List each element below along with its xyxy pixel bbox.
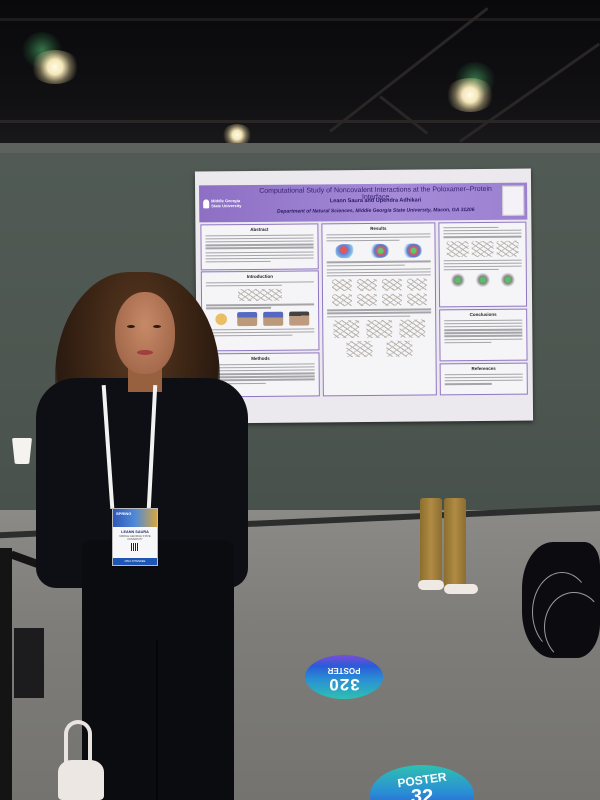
backpack-zipper — [532, 572, 592, 652]
dft-section — [438, 221, 528, 308]
presenter-face — [115, 292, 175, 374]
logo-mark-icon — [203, 198, 210, 208]
poster-department: Department of Natural Sciences, Middle G… — [277, 207, 475, 215]
marker-number: 320 — [328, 675, 360, 694]
section-heading: Conclusions — [469, 311, 497, 318]
references-section: References — [439, 362, 528, 396]
badge-event: SPRING — [116, 511, 132, 516]
university-logo: Middle Georgia State University — [203, 194, 251, 212]
eye — [153, 325, 161, 328]
handbag-handle — [64, 720, 92, 770]
section-heading: References — [471, 365, 496, 372]
conclusions-section: Conclusions — [439, 308, 528, 362]
electrostatic-map-ppo — [368, 244, 389, 259]
badge-affiliation: MIDDLE GEORGIA STATE UNIVERSITY — [119, 535, 151, 541]
ceiling-truss — [379, 95, 429, 135]
header-molecule-thumbnail — [502, 185, 525, 216]
backpack — [522, 542, 600, 662]
membrane-figure — [263, 311, 284, 326]
leg — [420, 498, 442, 584]
folding-chair — [0, 548, 55, 800]
abstract-section: Abstract — [200, 223, 319, 271]
electrostatic-map-peg4 — [335, 244, 356, 259]
handbag-body — [58, 760, 104, 800]
white-handbag — [58, 720, 106, 800]
introduction-section: Introduction — [200, 270, 320, 352]
research-poster: Middle Georgia State University Computat… — [194, 168, 534, 424]
polymer-structure-figure — [237, 289, 283, 302]
eye — [127, 325, 135, 328]
micelle-figure — [211, 311, 232, 327]
lips — [137, 350, 153, 355]
floor-marker-poster-320: 320 POSTER — [305, 655, 383, 699]
results-section: Results — [321, 222, 437, 397]
section-heading: Methods — [251, 355, 270, 361]
marker-number: 32 — [410, 786, 434, 800]
section-heading: Abstract — [250, 226, 269, 232]
poster-authors: Leann Saura and Upendra Adhikari — [329, 197, 422, 205]
sneaker — [418, 580, 444, 590]
partition-top — [0, 143, 600, 153]
ceiling-beam — [0, 18, 600, 21]
badge-banner: SPRING — [113, 509, 157, 527]
ceiling-light — [222, 124, 252, 146]
marker-label: POSTER — [327, 666, 361, 675]
passerby-legs — [418, 498, 478, 594]
logo-line2: State University — [211, 203, 242, 209]
poster-header: Middle Georgia State University Computat… — [199, 182, 528, 223]
ceiling-beam — [0, 120, 600, 123]
section-heading: Results — [370, 225, 387, 231]
badge-footer: MSCI ATTENDEE — [113, 558, 157, 565]
ceiling-light — [30, 50, 80, 84]
backpack-zipper — [544, 592, 600, 662]
ceiling — [0, 0, 600, 150]
badge-name: LEANN SAURA — [121, 530, 149, 534]
electrostatic-map-ppo-2 — [401, 243, 422, 259]
ceiling-light — [445, 78, 495, 112]
protein-figure — [289, 311, 310, 326]
pant-crease — [156, 640, 158, 800]
section-heading: Introduction — [246, 273, 273, 280]
membrane-figure — [237, 311, 258, 326]
presenter-pants — [82, 540, 234, 800]
sneaker — [444, 584, 478, 594]
leg — [444, 498, 466, 588]
name-badge: SPRING LEANN SAURA MIDDLE GEORGIA STATE … — [112, 508, 158, 566]
paper-cup — [12, 438, 32, 464]
qr-code-icon — [131, 543, 139, 551]
